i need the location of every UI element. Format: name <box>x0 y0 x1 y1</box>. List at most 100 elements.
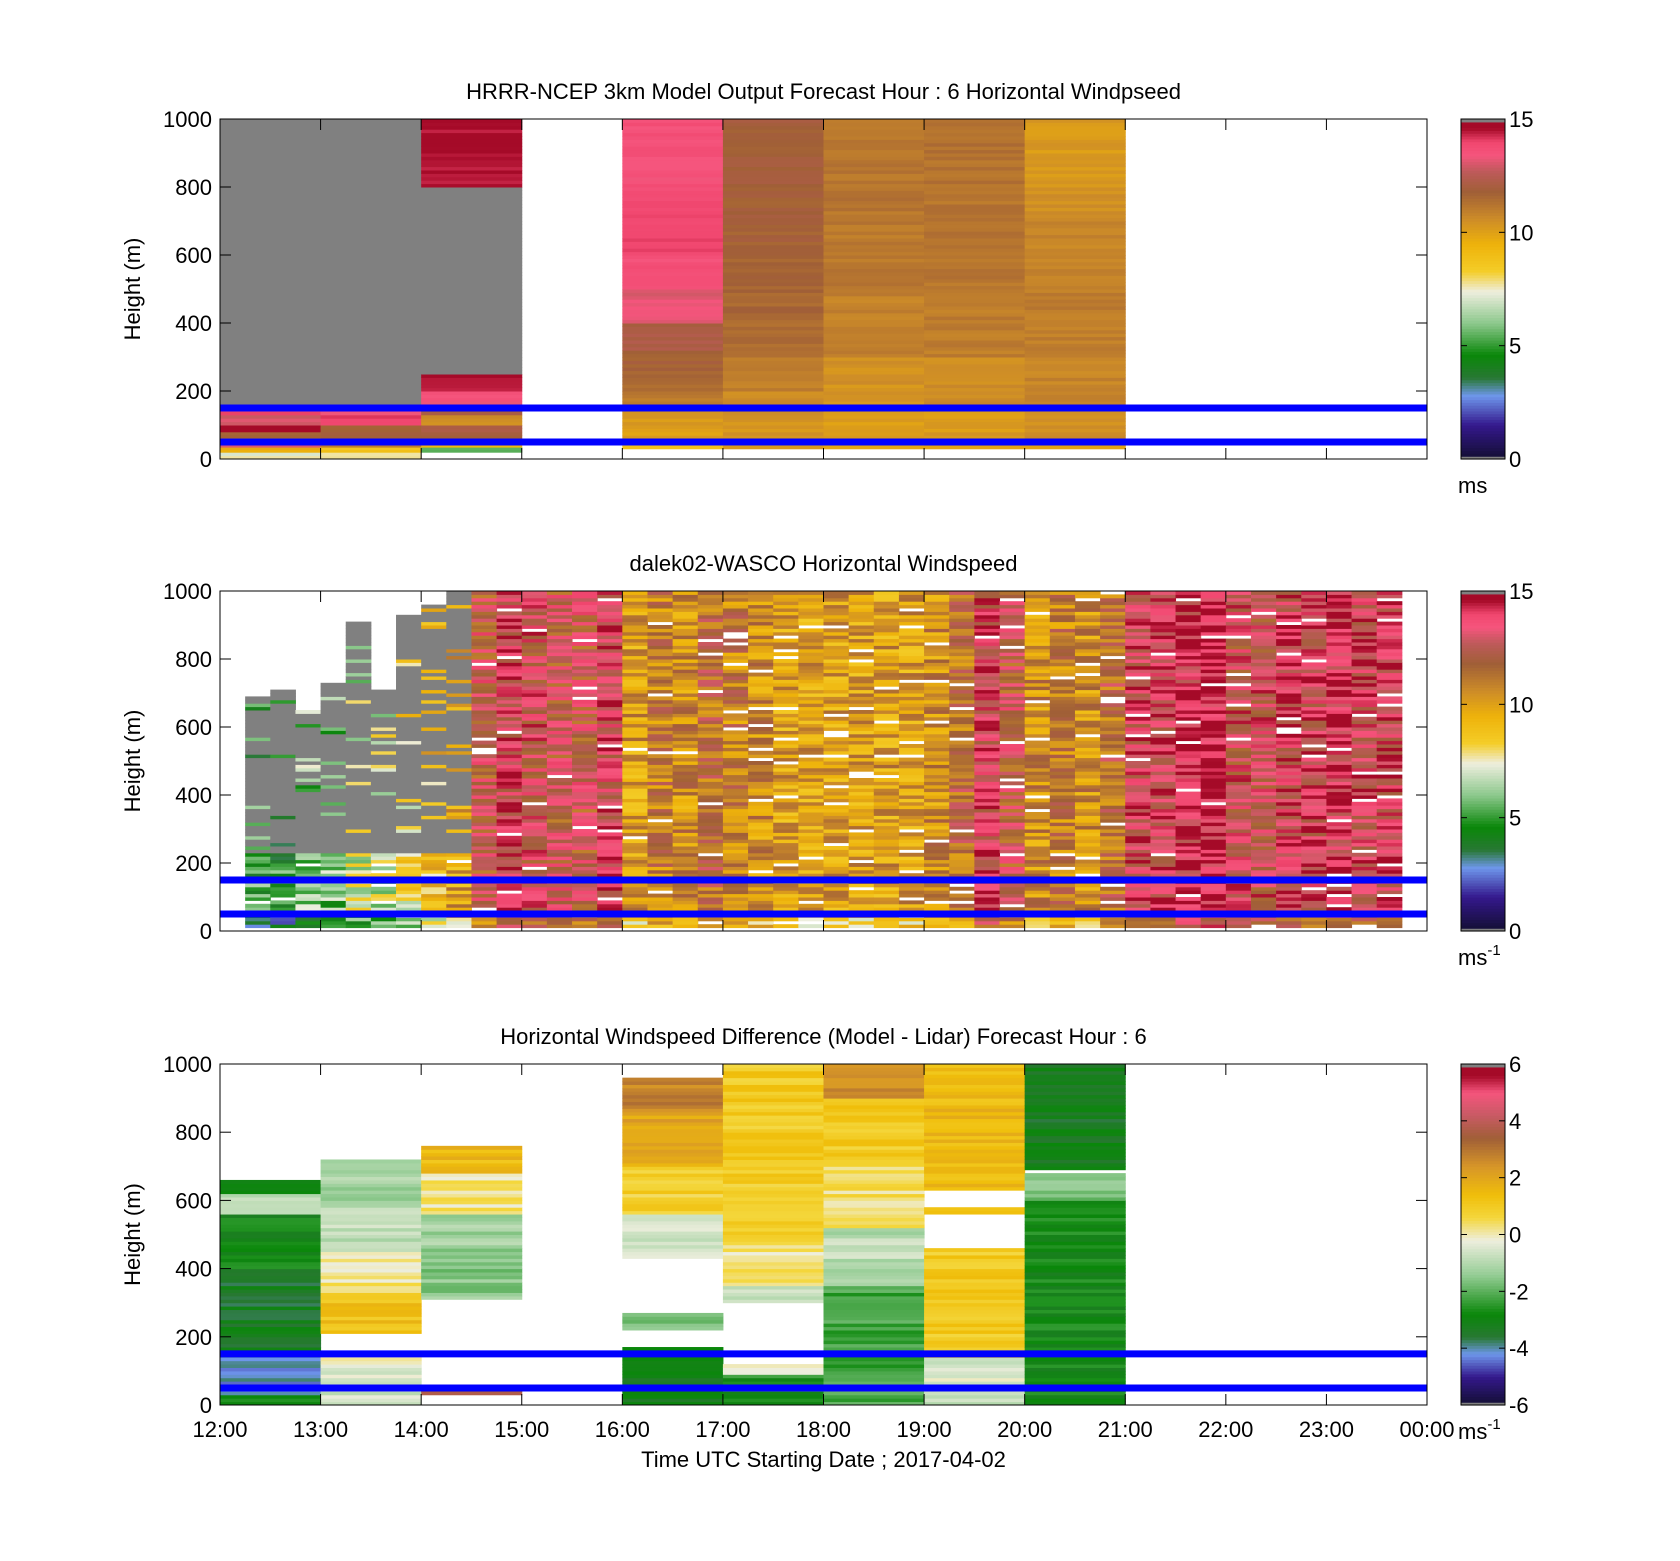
heatmap-cell <box>1301 873 1327 878</box>
heatmap-cell <box>672 771 699 776</box>
heatmap-cell <box>1301 856 1327 861</box>
heatmap-cell <box>722 778 749 782</box>
heatmap-cell <box>546 791 573 796</box>
heatmap-cell <box>421 411 523 416</box>
heatmap-cell <box>949 631 975 636</box>
heatmap-cell <box>1074 621 1101 626</box>
heatmap-cell <box>1326 723 1353 728</box>
heatmap-cell <box>1024 333 1126 338</box>
heatmap-cell <box>823 594 850 599</box>
heatmap-cell <box>1049 618 1076 623</box>
heatmap-cell <box>773 900 799 905</box>
heatmap-cell <box>672 621 699 626</box>
heatmap-cell <box>1225 638 1252 643</box>
heatmap-cell <box>1175 669 1202 674</box>
heatmap-cell <box>546 795 573 799</box>
heatmap-cell <box>521 655 548 660</box>
heatmap-cell <box>1125 822 1151 827</box>
heatmap-cell <box>396 859 422 864</box>
heatmap-cell <box>1351 897 1378 901</box>
heatmap-cell <box>1049 638 1076 643</box>
heatmap-cell <box>597 733 623 738</box>
heatmap-cell <box>823 611 850 616</box>
heatmap-cell <box>722 669 749 674</box>
heatmap-cell <box>370 839 397 844</box>
heatmap-cell <box>572 693 598 697</box>
heatmap-cell <box>1200 614 1227 619</box>
heatmap-cell <box>1250 808 1277 813</box>
heatmap-cell <box>773 924 799 929</box>
heatmap-cell <box>345 924 372 929</box>
heatmap-cell <box>672 846 699 850</box>
heatmap-cell <box>496 594 523 599</box>
heatmap-cell <box>446 733 472 738</box>
heatmap-cell <box>1100 723 1126 728</box>
heatmap-cell <box>722 812 749 816</box>
heatmap-cell <box>823 221 925 225</box>
heatmap-cell <box>873 805 900 810</box>
heatmap-cell <box>1074 740 1101 745</box>
heatmap-cell <box>873 832 900 837</box>
heatmap-cell <box>722 750 749 755</box>
heatmap-cell <box>1225 805 1252 810</box>
heatmap-cell <box>1125 897 1151 901</box>
heatmap-cell <box>345 890 372 895</box>
colorbar-swatch <box>1461 232 1505 236</box>
heatmap-cell <box>546 601 573 606</box>
heatmap-cell <box>320 357 422 361</box>
heatmap-cell <box>924 798 950 803</box>
colorbar-swatch <box>1461 328 1505 333</box>
heatmap-cell <box>572 716 598 721</box>
heatmap-cell <box>1200 628 1227 633</box>
heatmap-cell <box>1074 744 1101 748</box>
heatmap-cell <box>1024 703 1051 708</box>
heatmap-cell <box>320 122 422 127</box>
heatmap-cell <box>1074 761 1101 765</box>
colorbar-swatch <box>1461 257 1505 262</box>
heatmap-cell <box>647 740 674 745</box>
heatmap-cell <box>873 761 900 765</box>
heatmap-cell <box>1150 655 1177 660</box>
heatmap-cell <box>1276 597 1302 602</box>
heatmap-cell <box>421 846 447 850</box>
heatmap-cell <box>898 781 925 786</box>
heatmap-cell <box>1175 849 1202 854</box>
heatmap-cell <box>496 693 523 697</box>
heatmap-cell <box>1250 733 1277 738</box>
heatmap-cell <box>1074 907 1101 912</box>
heatmap-cell <box>320 893 347 898</box>
heatmap-cell <box>270 740 296 745</box>
heatmap-cell <box>1225 625 1252 629</box>
heatmap-cell <box>773 873 799 878</box>
heatmap-cell <box>697 696 724 701</box>
heatmap-cell <box>1351 859 1378 864</box>
colorbar-swatch <box>1461 187 1505 191</box>
heatmap-cell <box>722 119 824 123</box>
heatmap-cell <box>748 771 774 776</box>
heatmap-cell <box>320 431 422 436</box>
heatmap-cell <box>823 258 925 263</box>
heatmap-cell <box>1250 920 1277 925</box>
heatmap-cell <box>421 391 523 395</box>
heatmap-cell <box>798 873 824 878</box>
heatmap-cell <box>245 767 271 772</box>
heatmap-cell <box>1024 689 1051 694</box>
heatmap-cell <box>1301 703 1327 708</box>
heatmap-cell <box>798 764 824 769</box>
heatmap-cell <box>546 754 573 759</box>
heatmap-cell <box>722 628 749 633</box>
heatmap-cell <box>1175 781 1202 786</box>
heatmap-cell <box>773 890 799 895</box>
heatmap-cell <box>421 350 523 355</box>
heatmap-cell <box>1225 723 1252 728</box>
heatmap-cell <box>1074 849 1101 854</box>
heatmap-cell <box>1049 655 1076 660</box>
heatmap-cell <box>320 835 347 840</box>
heatmap-cell <box>773 716 799 721</box>
colorbar-swatch <box>1461 365 1505 369</box>
heatmap-cell <box>999 798 1026 803</box>
heatmap-cell <box>999 594 1026 599</box>
heatmap-cell <box>1200 594 1227 599</box>
heatmap-cell <box>924 764 950 769</box>
heatmap-cell <box>924 299 1026 304</box>
